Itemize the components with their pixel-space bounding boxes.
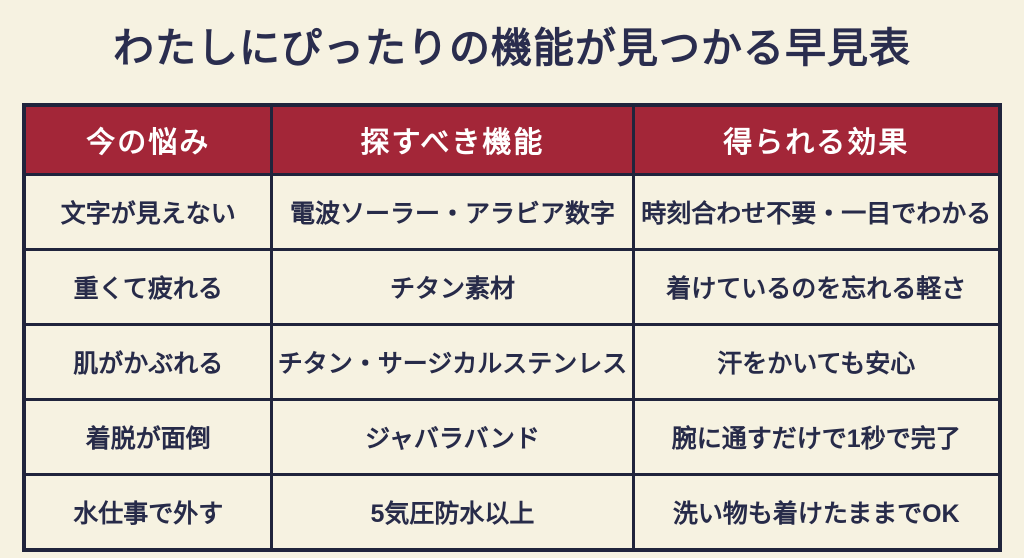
header-feature: 探すべき機能	[270, 103, 635, 176]
table-row: 重くて疲れる チタン素材 着けているのを忘れる軽さ	[22, 248, 1002, 326]
table-cell-feature: 電波ソーラー・アラビア数字	[270, 173, 635, 251]
header-effect: 得られる効果	[631, 103, 1002, 176]
table-header-row: 今の悩み 探すべき機能 得られる効果	[22, 103, 1002, 176]
table-cell-effect: 洗い物も着けたままでOK	[631, 473, 1002, 552]
table-cell-worry: 文字が見えない	[22, 173, 274, 251]
table-cell-feature: ジャバラバンド	[270, 398, 635, 476]
page-title: わたしにぴったりの機能が見つかる早見表	[113, 25, 911, 71]
table-cell-effect: 腕に通すだけで1秒で完了	[631, 398, 1002, 476]
table-cell-worry: 水仕事で外す	[22, 473, 274, 552]
table-body: 文字が見えない 電波ソーラー・アラビア数字 時刻合わせ不要・一目でわかる 重くて…	[22, 173, 1002, 552]
table-row: 肌がかぶれる チタン・サージカルステンレス 汗をかいても安心	[22, 323, 1002, 401]
table-cell-feature: チタン・サージカルステンレス	[270, 323, 635, 401]
table-cell-worry: 着脱が面倒	[22, 398, 274, 476]
table-cell-effect: 着けているのを忘れる軽さ	[631, 248, 1002, 326]
quick-reference-table: 今の悩み 探すべき機能 得られる効果 文字が見えない 電波ソーラー・アラビア数字…	[22, 103, 1002, 552]
table-row: 文字が見えない 電波ソーラー・アラビア数字 時刻合わせ不要・一目でわかる	[22, 173, 1002, 251]
table-cell-effect: 時刻合わせ不要・一目でわかる	[631, 173, 1002, 251]
table-row: 着脱が面倒 ジャバラバンド 腕に通すだけで1秒で完了	[22, 398, 1002, 476]
table-row: 水仕事で外す 5気圧防水以上 洗い物も着けたままでOK	[22, 473, 1002, 552]
table-cell-worry: 肌がかぶれる	[22, 323, 274, 401]
table-cell-feature: チタン素材	[270, 248, 635, 326]
table-header: 今の悩み 探すべき機能 得られる効果	[22, 103, 1002, 176]
table-cell-feature: 5気圧防水以上	[270, 473, 635, 552]
table-cell-effect: 汗をかいても安心	[631, 323, 1002, 401]
table-cell-worry: 重くて疲れる	[22, 248, 274, 326]
header-worry: 今の悩み	[22, 103, 274, 176]
